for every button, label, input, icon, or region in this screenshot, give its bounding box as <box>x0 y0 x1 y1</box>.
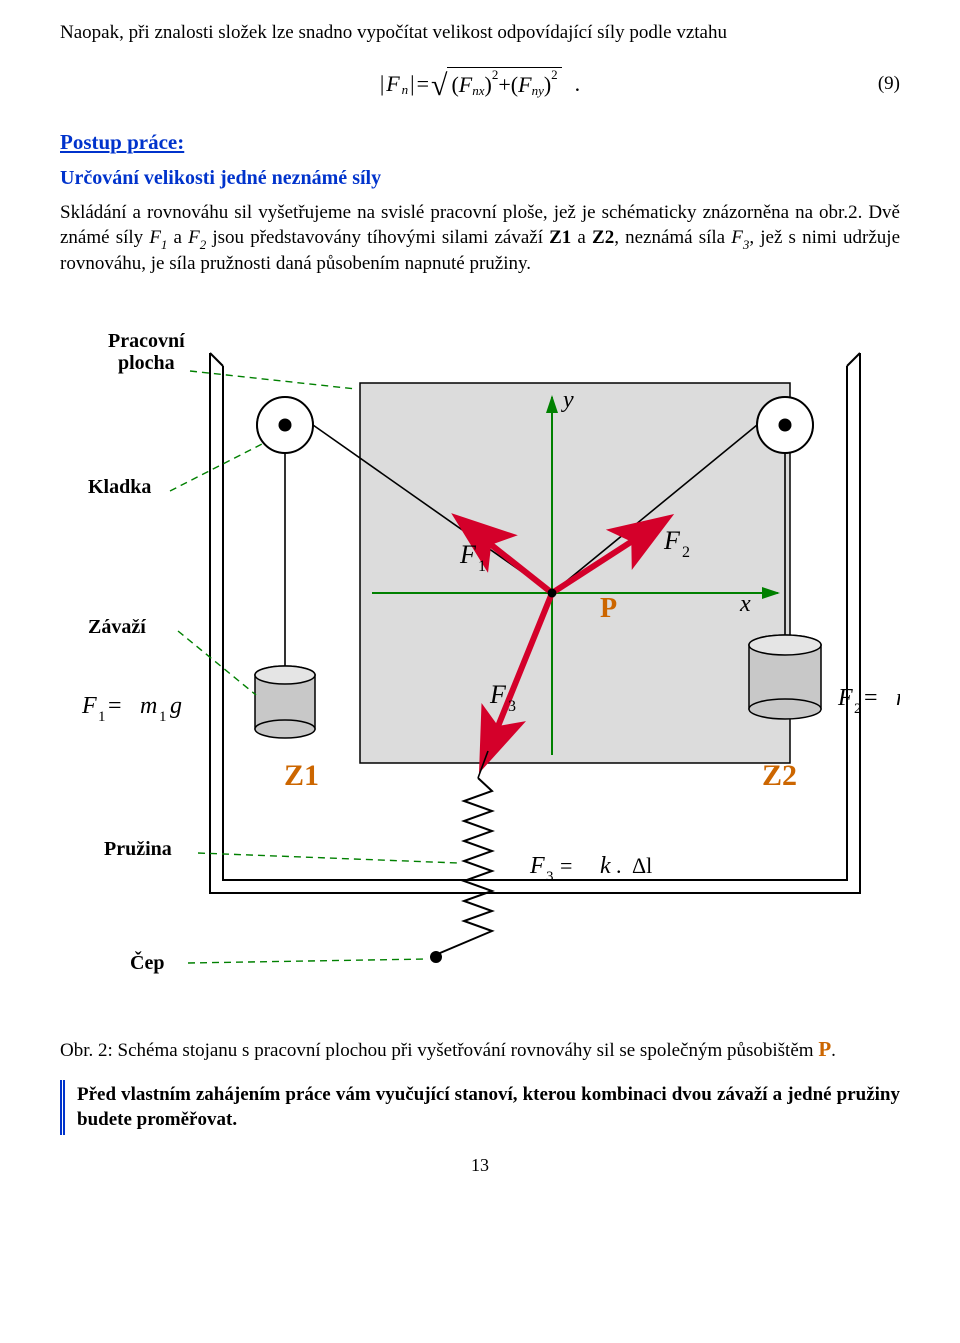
svg-text:3: 3 <box>546 869 554 885</box>
svg-text:g: g <box>170 693 182 719</box>
svg-text:Z1: Z1 <box>284 759 319 792</box>
svg-text:F: F <box>529 853 545 879</box>
svg-text:2: 2 <box>682 544 690 561</box>
svg-text:Čep: Čep <box>130 950 164 974</box>
svg-text:.: . <box>616 853 622 878</box>
svg-text:P: P <box>600 593 617 624</box>
intro-para: Naopak, při znalosti složek lze snadno v… <box>60 20 900 46</box>
svg-text:2: 2 <box>854 701 862 717</box>
svg-text:y: y <box>561 387 574 413</box>
svg-text:F: F <box>489 680 507 709</box>
svg-text:=: = <box>864 685 878 711</box>
heading-postup: Postup práce: <box>60 130 900 155</box>
svg-text:m: m <box>896 685 900 711</box>
svg-text:Pracovní: Pracovní <box>108 330 185 352</box>
svg-text:Pružina: Pružina <box>104 838 172 860</box>
svg-text:Kladka: Kladka <box>88 476 151 498</box>
svg-text:F: F <box>663 526 681 555</box>
heading-urcovani: Určování velikosti jedné neznámé síly <box>60 167 900 190</box>
eq-number: (9) <box>878 73 900 95</box>
weight-right <box>749 635 821 719</box>
svg-text:1: 1 <box>478 558 486 575</box>
para-description: Skládání a rovnováhu sil vyšetřujeme na … <box>60 200 900 277</box>
svg-text:m: m <box>140 693 157 719</box>
figure-2: Pracovní plocha Kladka Závaží Pružina Če… <box>60 303 900 1023</box>
svg-text:=: = <box>108 693 122 719</box>
svg-text:1: 1 <box>159 709 167 725</box>
svg-text:x: x <box>739 591 751 617</box>
callout-note: Před vlastním zahájením práce vám vyučuj… <box>60 1080 900 1135</box>
svg-text:F: F <box>459 540 477 569</box>
weight-left <box>255 666 315 738</box>
equation-9: | Fn | = √ ( Fnx )2 + ( Fny )2 . (9) <box>60 56 900 112</box>
svg-text:Δl: Δl <box>632 853 652 878</box>
svg-text:=: = <box>560 853 572 878</box>
svg-text:plocha: plocha <box>118 352 175 374</box>
svg-text:F: F <box>81 693 97 719</box>
figure-caption: Obr. 2: Schéma stojanu s pracovní plocho… <box>60 1037 900 1062</box>
svg-text:3: 3 <box>508 698 516 715</box>
svg-text:k: k <box>600 853 611 879</box>
svg-text:Závaží: Závaží <box>88 616 146 638</box>
svg-text:1: 1 <box>98 709 106 725</box>
svg-text:Z2: Z2 <box>762 759 797 792</box>
svg-text:F: F <box>837 685 853 711</box>
page-number: 13 <box>60 1155 900 1176</box>
